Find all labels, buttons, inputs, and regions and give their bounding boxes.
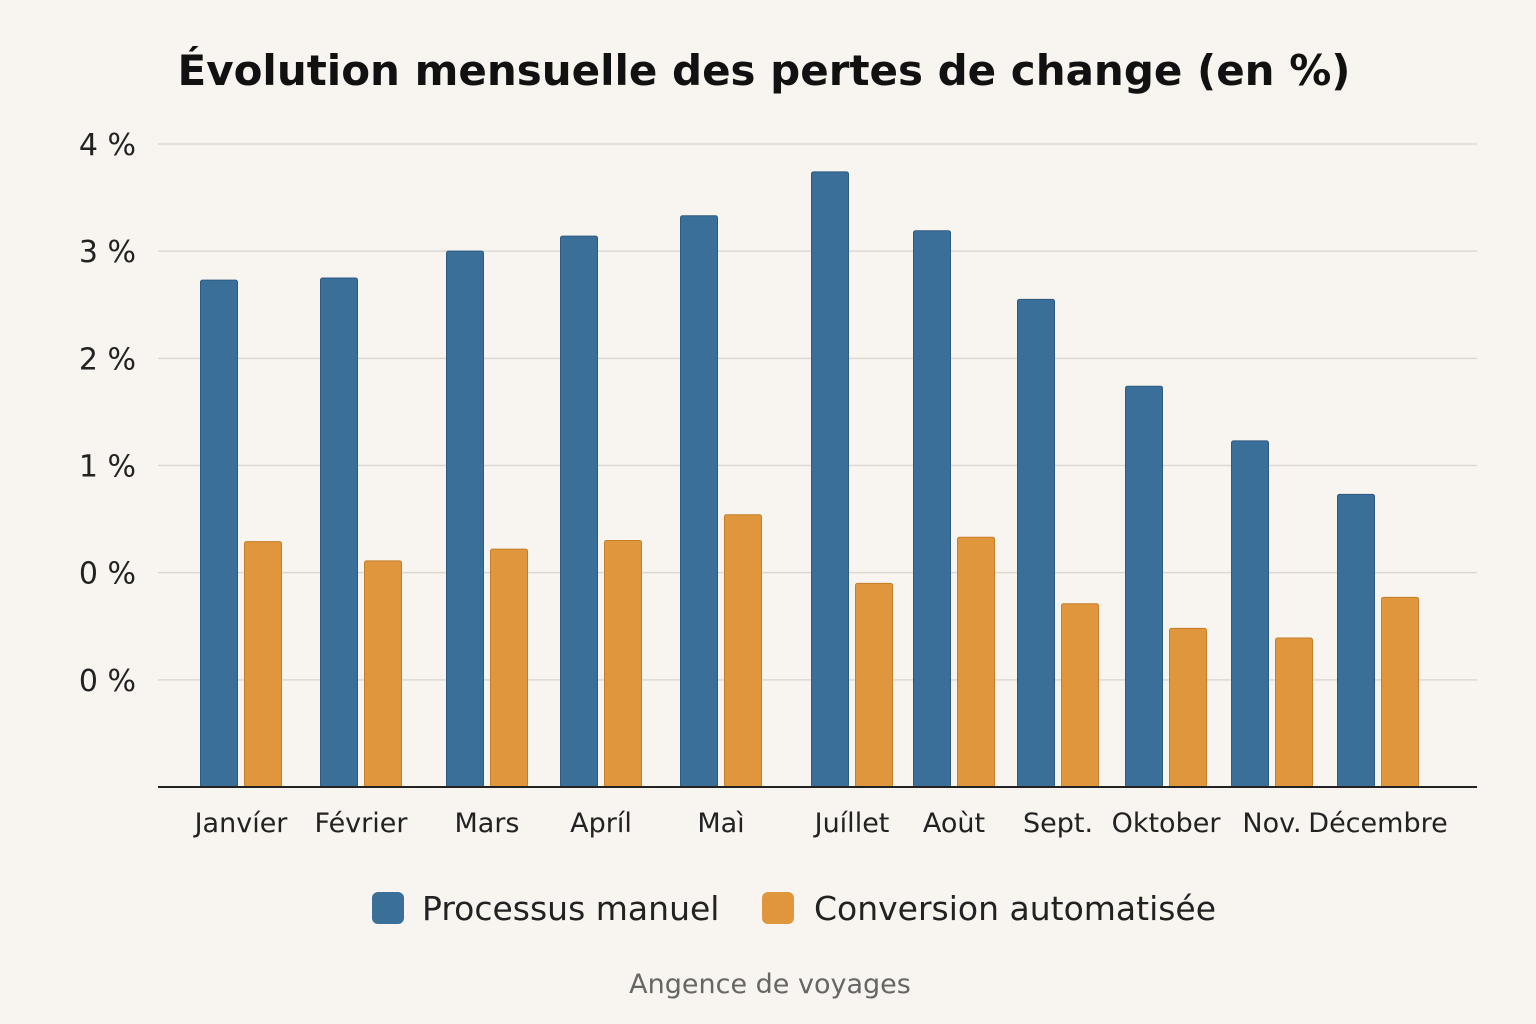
y-tick-label: 2 % — [79, 342, 136, 377]
x-tick-label: Sept. — [1023, 808, 1093, 839]
bar-manual — [1017, 298, 1055, 788]
bar-automated — [364, 560, 402, 788]
bar-manual — [1337, 493, 1375, 788]
y-tick-label: 4 % — [79, 128, 136, 163]
bar-automated — [957, 536, 995, 788]
bar-automated — [1381, 596, 1419, 788]
bar-manual — [680, 215, 718, 788]
y-axis: 0 % 0 % 1 % 2 % 3 % 4 % — [79, 128, 136, 699]
bar-manual — [913, 230, 951, 788]
x-tick-label: Nov. — [1242, 808, 1301, 839]
chart-title: Évolution mensuelle des pertes de change… — [178, 45, 1351, 95]
x-tick-label: Février — [315, 808, 409, 839]
x-tick-label: Juíllet — [813, 808, 890, 839]
bar-manual — [560, 235, 598, 788]
y-tick-label: 0 % — [79, 557, 136, 592]
legend-label-manual: Processus manuel — [422, 889, 719, 928]
bar-automated — [1275, 637, 1313, 788]
x-tick-label: Apríl — [570, 808, 632, 839]
legend-label-automated: Conversion automatisée — [814, 889, 1216, 928]
x-tick-label: Mars — [454, 808, 519, 839]
bar-manual — [446, 250, 484, 788]
x-tick-label: Aoùt — [923, 808, 985, 839]
bar-automated — [1169, 627, 1207, 788]
footer-caption: Angence de voyages — [629, 969, 911, 1000]
bar-manual — [200, 279, 238, 788]
bar-automated — [1061, 603, 1099, 788]
bar-manual — [320, 277, 358, 788]
bar-automated — [604, 540, 642, 788]
bar-automated — [490, 548, 528, 788]
bar-automated — [724, 514, 762, 788]
bar-manual — [811, 171, 849, 788]
legend-swatch-automated — [762, 892, 794, 924]
x-axis: Janvíer Février Mars Apríl Maì Juíllet Aoùt Sep… — [193, 808, 1448, 839]
legend: Processus manuel Conversion automatisée — [372, 889, 1216, 928]
bar-automated — [855, 582, 893, 788]
y-tick-label: 3 % — [79, 235, 136, 270]
y-tick-label: 1 % — [79, 450, 136, 485]
bar-manual — [1125, 385, 1163, 788]
legend-swatch-manual — [372, 892, 404, 924]
x-tick-label: Maì — [697, 808, 744, 839]
x-tick-label: Oktober — [1112, 808, 1222, 839]
x-tick-label: Janvíer — [193, 808, 289, 839]
x-tick-label: Décembre — [1308, 808, 1447, 839]
bars — [200, 171, 1419, 788]
bar-automated — [244, 541, 282, 788]
y-tick-label: 0 % — [79, 664, 136, 699]
bar-manual — [1231, 440, 1269, 788]
